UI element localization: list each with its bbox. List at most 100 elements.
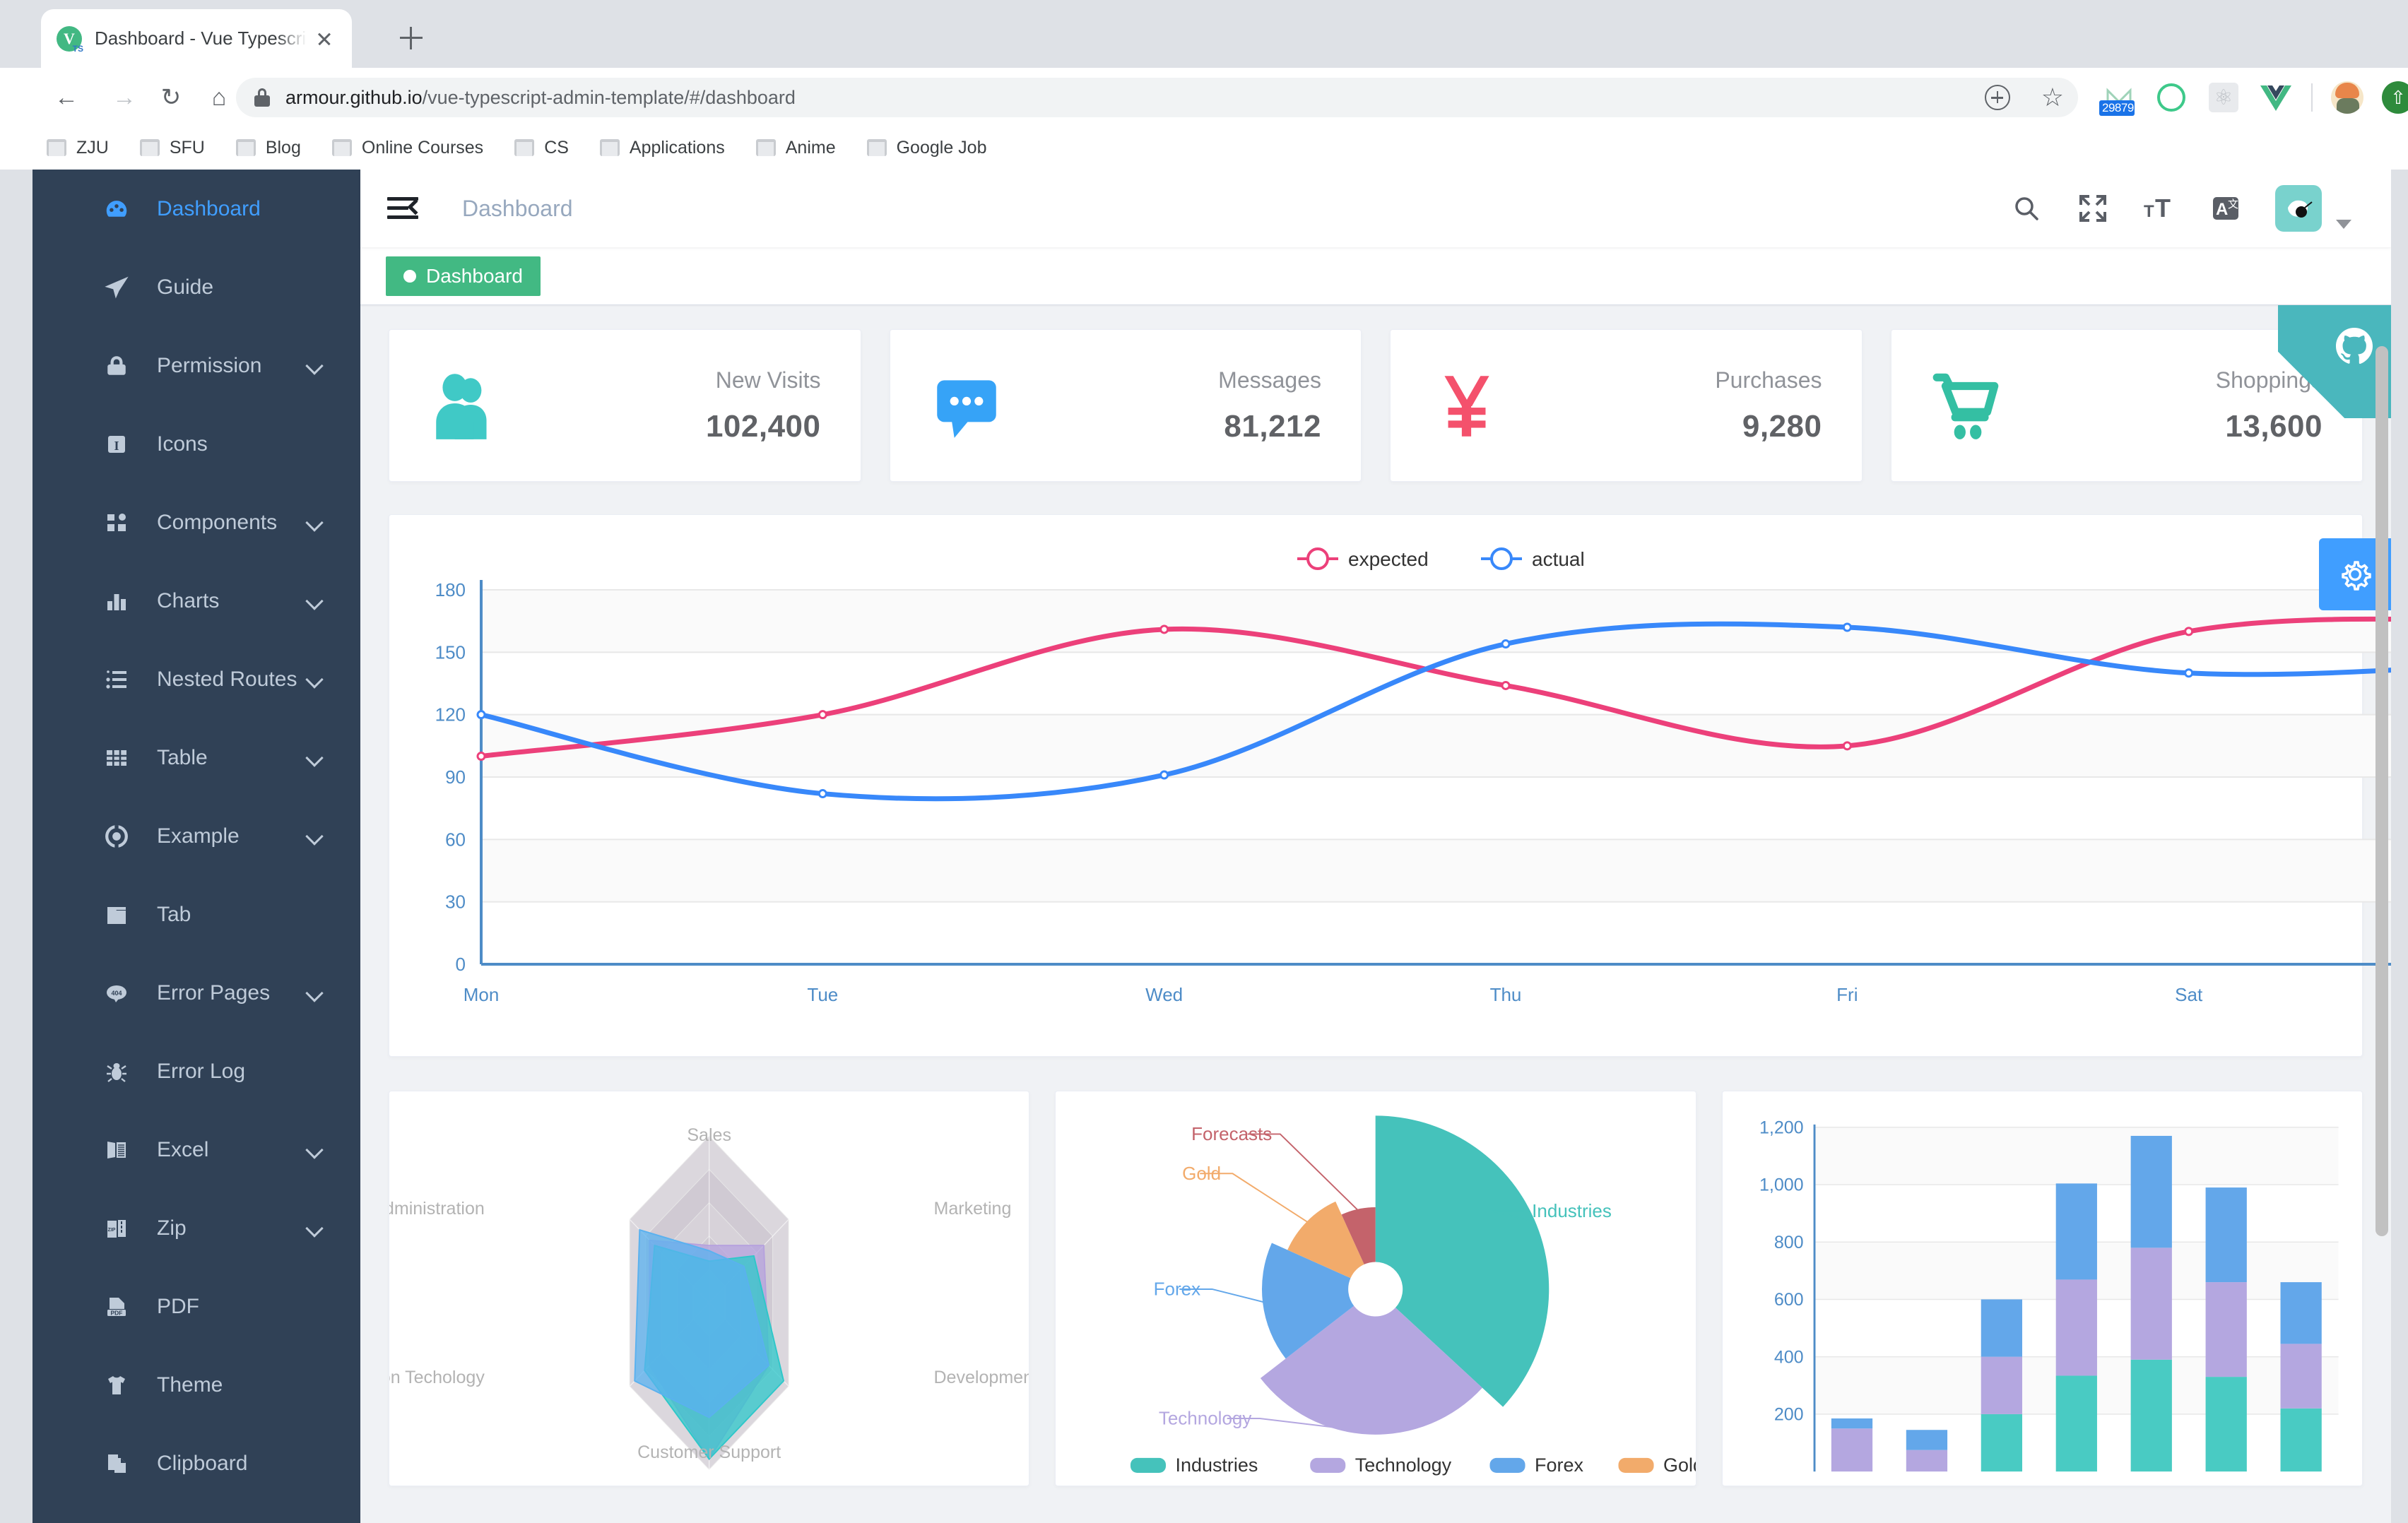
chevron-down-icon[interactable]: [2336, 220, 2351, 229]
search-icon[interactable]: [2009, 191, 2043, 225]
hamburger-collapse-icon[interactable]: [387, 194, 424, 223]
pie-slice: [1375, 1115, 1550, 1407]
bookmark-item[interactable]: Applications: [599, 138, 725, 158]
forward-icon[interactable]: →: [112, 83, 136, 111]
github-octocat-icon[interactable]: [2278, 305, 2391, 418]
chevron-down-icon[interactable]: [305, 591, 324, 610]
svg-text:404: 404: [111, 990, 122, 997]
sidebar-item-error-log[interactable]: Error Log: [33, 1032, 360, 1110]
bookmark-star-icon[interactable]: ☆: [2041, 83, 2064, 112]
nested-list-icon: [100, 663, 133, 696]
svg-text:PDF: PDF: [111, 1309, 123, 1316]
sidebar-item-dashboard[interactable]: Dashboard: [33, 170, 360, 248]
sidebar-item-icons[interactable]: I Icons: [33, 405, 360, 483]
sidebar-item-pdf[interactable]: PDF PDF: [33, 1267, 360, 1346]
pie-legend-label: Gold: [1663, 1454, 1695, 1476]
bookmark-label: Anime: [785, 137, 836, 158]
browser-toolbar: ← → ↻ ⌂ armour.github.io/vue-typescript-…: [0, 68, 2408, 126]
sidebar-item-label: Permission: [157, 353, 262, 377]
bookmark-label: Google Job: [896, 137, 987, 158]
chevron-down-icon[interactable]: [305, 983, 324, 1002]
sidebar-item-components[interactable]: Components: [33, 483, 360, 562]
svg-text:expected: expected: [1348, 548, 1429, 570]
sidebar-item-error-pages[interactable]: 404 Error Pages: [33, 954, 360, 1032]
svg-text:150: 150: [435, 641, 466, 663]
bar-chart-panel[interactable]: 200 400 600 800 1,000 1,200: [1721, 1091, 2363, 1486]
pie-chart-panel[interactable]: Industries Technology Forex Gold Forecasts In…: [1055, 1091, 1696, 1486]
tab-strip: V TS Dashboard - Vue Typescript Ad: [0, 0, 2408, 68]
page-scrollbar[interactable]: [2375, 346, 2388, 1523]
back-icon[interactable]: ←: [54, 83, 78, 111]
svg-text:Mon: Mon: [464, 984, 500, 1005]
address-bar[interactable]: armour.github.io/vue-typescript-admin-te…: [236, 78, 2078, 117]
sidebar-item-clipboard[interactable]: Clipboard: [33, 1424, 360, 1503]
new-tab-button[interactable]: [393, 20, 430, 57]
pie-chart: Industries Technology Forex Gold Forecasts In…: [1131, 1115, 1696, 1476]
shopping-cart-icon: [1925, 363, 2010, 448]
bookmark-label: ZJU: [76, 137, 109, 158]
tag-dashboard[interactable]: Dashboard: [386, 256, 541, 296]
browser-tab[interactable]: V TS Dashboard - Vue Typescript Ad: [41, 9, 352, 68]
sidebar-item-tab[interactable]: Tab: [33, 875, 360, 954]
sidebar-item-label: Nested Routes: [157, 667, 297, 691]
bottom-charts-row: Sales Marketing Development Customer Suppor…: [389, 1091, 2363, 1486]
sidebar-item-zip[interactable]: ZIP Zip: [33, 1189, 360, 1267]
svg-text:Sat: Sat: [2175, 984, 2203, 1005]
svg-text:90: 90: [445, 766, 466, 788]
bookmark-item[interactable]: ZJU: [47, 138, 109, 158]
sidebar-item-permission[interactable]: Permission: [33, 326, 360, 405]
scrollbar-thumb[interactable]: [2375, 346, 2388, 1236]
close-icon[interactable]: [312, 27, 336, 51]
bookmark-item[interactable]: Blog: [235, 138, 301, 158]
reload-icon[interactable]: ↻: [160, 84, 182, 111]
bookmark-label: Online Courses: [361, 137, 484, 158]
chevron-down-icon[interactable]: [305, 513, 324, 532]
chevron-down-icon[interactable]: [305, 356, 324, 375]
home-icon[interactable]: ⌂: [211, 83, 227, 111]
react-devtools-extension-icon[interactable]: ⚛: [2207, 81, 2241, 114]
pie-slice-label: Forex: [1154, 1279, 1200, 1300]
bookmark-item[interactable]: Google Job: [866, 137, 987, 158]
sidebar-item-excel[interactable]: Excel: [33, 1110, 360, 1189]
sidebar-item-label: Example: [157, 824, 240, 848]
bookmark-item[interactable]: SFU: [139, 138, 205, 158]
tab-favicon: V TS: [57, 25, 83, 54]
dashboard-content: New Visits 102,400 Messages 81,212 Purchases…: [360, 305, 2391, 1486]
radar-axis-label: Customer Support: [637, 1442, 781, 1462]
sidebar-item-label: Table: [157, 745, 208, 769]
404-icon: 404: [100, 977, 133, 1009]
momentum-extension-icon[interactable]: 29879: [2099, 81, 2136, 116]
bookmark-item[interactable]: Anime: [755, 137, 836, 158]
folder-icon: [100, 899, 133, 931]
chevron-down-icon[interactable]: [305, 826, 324, 846]
chevron-down-icon[interactable]: [305, 748, 324, 767]
vue-devtools-extension-icon[interactable]: [2259, 81, 2293, 114]
sidebar-item-example[interactable]: Example: [33, 797, 360, 875]
radar-chart-panel[interactable]: Sales Marketing Development Customer Suppor…: [389, 1091, 1030, 1486]
user-avatar[interactable]: [2275, 185, 2322, 232]
bookmark-item[interactable]: CS: [514, 138, 569, 158]
profile-avatar[interactable]: [2331, 81, 2363, 114]
sidebar-item-table[interactable]: Table: [33, 718, 360, 797]
update-browser-icon[interactable]: ⇧: [2382, 81, 2408, 114]
bookmark-item[interactable]: Online Courses: [331, 137, 484, 158]
grammarly-extension-icon[interactable]: [2154, 81, 2188, 114]
sidebar-item-charts[interactable]: Charts: [33, 562, 360, 640]
chevron-down-icon[interactable]: [305, 1140, 324, 1159]
fullscreen-icon[interactable]: [2076, 191, 2110, 225]
stat-card-messages[interactable]: Messages 81,212: [889, 329, 1362, 482]
chevron-down-icon[interactable]: [305, 1219, 324, 1238]
install-app-icon[interactable]: [1984, 85, 2010, 110]
sidebar-item-theme[interactable]: Theme: [33, 1346, 360, 1424]
stat-card-title: New Visits: [715, 367, 821, 393]
stat-card-purchases[interactable]: Purchases 9,280: [1390, 329, 1863, 482]
sidebar-item-nested-routes[interactable]: Nested Routes: [33, 640, 360, 718]
chevron-down-icon[interactable]: [305, 670, 324, 689]
line-chart-panel[interactable]: 0306090120150180MonTueWedThuFriSatSunexp…: [389, 514, 2391, 1057]
stat-card-new-visits[interactable]: New Visits 102,400: [389, 329, 861, 482]
sidebar-item-guide[interactable]: Guide: [33, 248, 360, 326]
